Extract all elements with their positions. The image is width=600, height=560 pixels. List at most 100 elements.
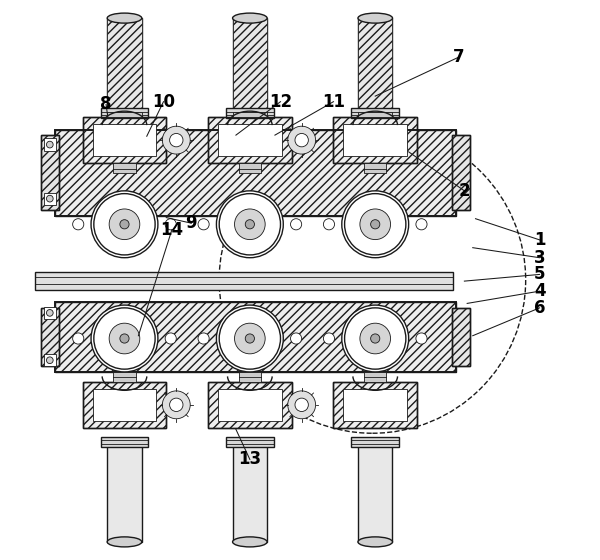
Bar — [107, 111, 142, 117]
Bar — [83, 117, 166, 163]
Circle shape — [360, 323, 391, 354]
Circle shape — [163, 391, 190, 419]
Bar — [35, 272, 453, 290]
Circle shape — [46, 310, 53, 316]
Bar — [41, 135, 59, 211]
Bar — [351, 109, 399, 118]
Bar — [239, 163, 261, 173]
Text: 8: 8 — [100, 95, 112, 114]
Bar — [41, 135, 59, 211]
Circle shape — [165, 333, 176, 344]
Bar — [226, 109, 274, 118]
Bar — [343, 389, 407, 421]
Circle shape — [73, 333, 84, 344]
Bar — [208, 117, 292, 163]
Bar — [55, 302, 456, 372]
Bar — [239, 372, 261, 382]
Circle shape — [290, 333, 302, 344]
Ellipse shape — [358, 13, 392, 23]
Circle shape — [323, 219, 335, 230]
Bar — [452, 308, 470, 366]
Circle shape — [170, 398, 183, 412]
Text: 9: 9 — [185, 214, 197, 232]
Circle shape — [109, 209, 140, 240]
Circle shape — [163, 126, 190, 154]
Circle shape — [235, 209, 265, 240]
Circle shape — [416, 333, 427, 344]
Circle shape — [360, 209, 391, 240]
Circle shape — [219, 308, 280, 369]
Bar — [218, 124, 281, 156]
Circle shape — [94, 308, 155, 369]
Bar — [55, 302, 456, 372]
Circle shape — [290, 219, 302, 230]
Circle shape — [198, 219, 209, 230]
Circle shape — [46, 195, 53, 202]
Circle shape — [344, 308, 406, 369]
Ellipse shape — [233, 13, 267, 23]
Bar — [452, 308, 470, 366]
Text: 2: 2 — [458, 182, 470, 200]
Text: 11: 11 — [322, 93, 345, 111]
Circle shape — [120, 220, 129, 229]
Circle shape — [371, 220, 380, 229]
Bar — [364, 372, 386, 382]
Circle shape — [94, 194, 155, 255]
Circle shape — [245, 220, 254, 229]
Bar — [233, 445, 267, 542]
Bar — [233, 111, 267, 117]
Bar — [55, 129, 456, 216]
Bar — [358, 445, 392, 542]
Bar — [334, 117, 417, 163]
Circle shape — [245, 334, 254, 343]
Circle shape — [73, 219, 84, 230]
Bar — [208, 382, 292, 428]
Circle shape — [165, 219, 176, 230]
Circle shape — [342, 305, 409, 372]
Bar — [364, 163, 386, 173]
Bar — [107, 445, 142, 542]
Bar — [343, 124, 407, 156]
Bar — [83, 117, 166, 163]
Circle shape — [288, 126, 316, 154]
Bar — [101, 437, 148, 447]
Circle shape — [120, 334, 129, 343]
Bar — [83, 382, 166, 428]
Bar — [107, 18, 142, 115]
Bar — [113, 163, 136, 173]
Text: 5: 5 — [534, 265, 545, 283]
Bar — [233, 18, 267, 115]
Circle shape — [91, 305, 158, 372]
Circle shape — [344, 194, 406, 255]
Bar — [208, 117, 292, 163]
Circle shape — [416, 219, 427, 230]
Bar — [208, 382, 292, 428]
Text: 4: 4 — [534, 282, 545, 300]
Bar — [358, 18, 392, 115]
Text: 7: 7 — [453, 48, 464, 66]
Text: 13: 13 — [238, 450, 262, 468]
Bar — [41, 308, 59, 366]
Bar — [55, 129, 456, 216]
Bar — [113, 372, 136, 382]
Bar — [44, 138, 56, 151]
Bar — [44, 193, 56, 205]
Bar — [358, 111, 392, 117]
Circle shape — [217, 191, 283, 258]
Ellipse shape — [233, 537, 267, 547]
Circle shape — [170, 133, 183, 147]
Bar — [233, 445, 267, 542]
Circle shape — [91, 191, 158, 258]
Circle shape — [109, 323, 140, 354]
Circle shape — [295, 133, 308, 147]
Text: 6: 6 — [534, 299, 545, 317]
Bar — [101, 109, 148, 118]
Circle shape — [217, 305, 283, 372]
Circle shape — [46, 357, 53, 363]
Ellipse shape — [107, 537, 142, 547]
Circle shape — [198, 333, 209, 344]
Circle shape — [288, 391, 316, 419]
Text: 12: 12 — [269, 93, 292, 111]
Circle shape — [46, 141, 53, 148]
Bar — [358, 445, 392, 542]
